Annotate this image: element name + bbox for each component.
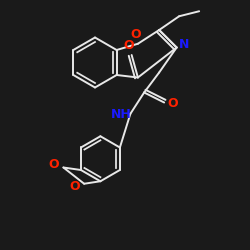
Text: O: O — [124, 39, 134, 52]
Text: NH: NH — [111, 108, 132, 122]
Text: O: O — [130, 28, 141, 42]
Text: N: N — [179, 38, 189, 52]
Text: O: O — [168, 97, 178, 110]
Text: O: O — [69, 180, 80, 193]
Text: O: O — [48, 158, 59, 172]
